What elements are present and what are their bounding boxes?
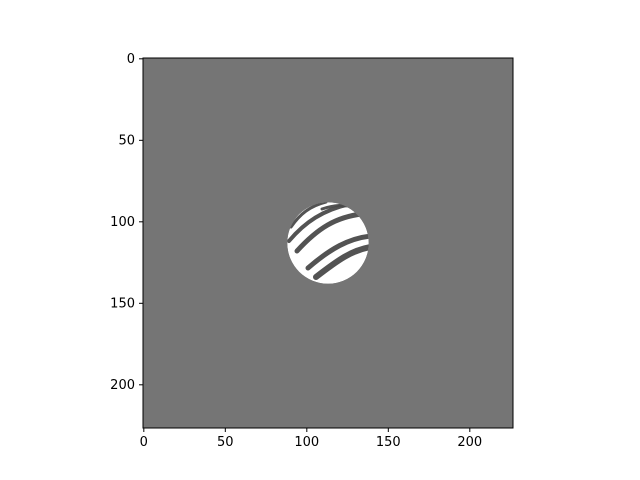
stripe-5 <box>289 202 328 229</box>
y-tick-label: 150 <box>110 296 135 311</box>
stripe-2 <box>294 211 365 254</box>
x-tick-label: 0 <box>140 435 148 450</box>
y-tick-label: 0 <box>127 52 135 67</box>
x-tick-label: 50 <box>217 435 234 450</box>
y-tick-label: 100 <box>110 215 135 230</box>
y-tick-label: 50 <box>118 133 135 148</box>
x-tick-label: 200 <box>457 435 482 450</box>
x-tick-label: 150 <box>376 435 401 450</box>
y-tick-label: 200 <box>110 378 135 393</box>
x-axis: 0 50 100 150 200 <box>140 428 482 450</box>
disk-image <box>287 202 369 284</box>
axes-frame <box>142 57 514 429</box>
x-tick-label: 100 <box>294 435 319 450</box>
stripe-4 <box>313 244 369 280</box>
y-axis: 0 50 100 150 200 <box>110 52 143 393</box>
stripe-3 <box>305 233 369 271</box>
plot-area <box>142 57 514 429</box>
